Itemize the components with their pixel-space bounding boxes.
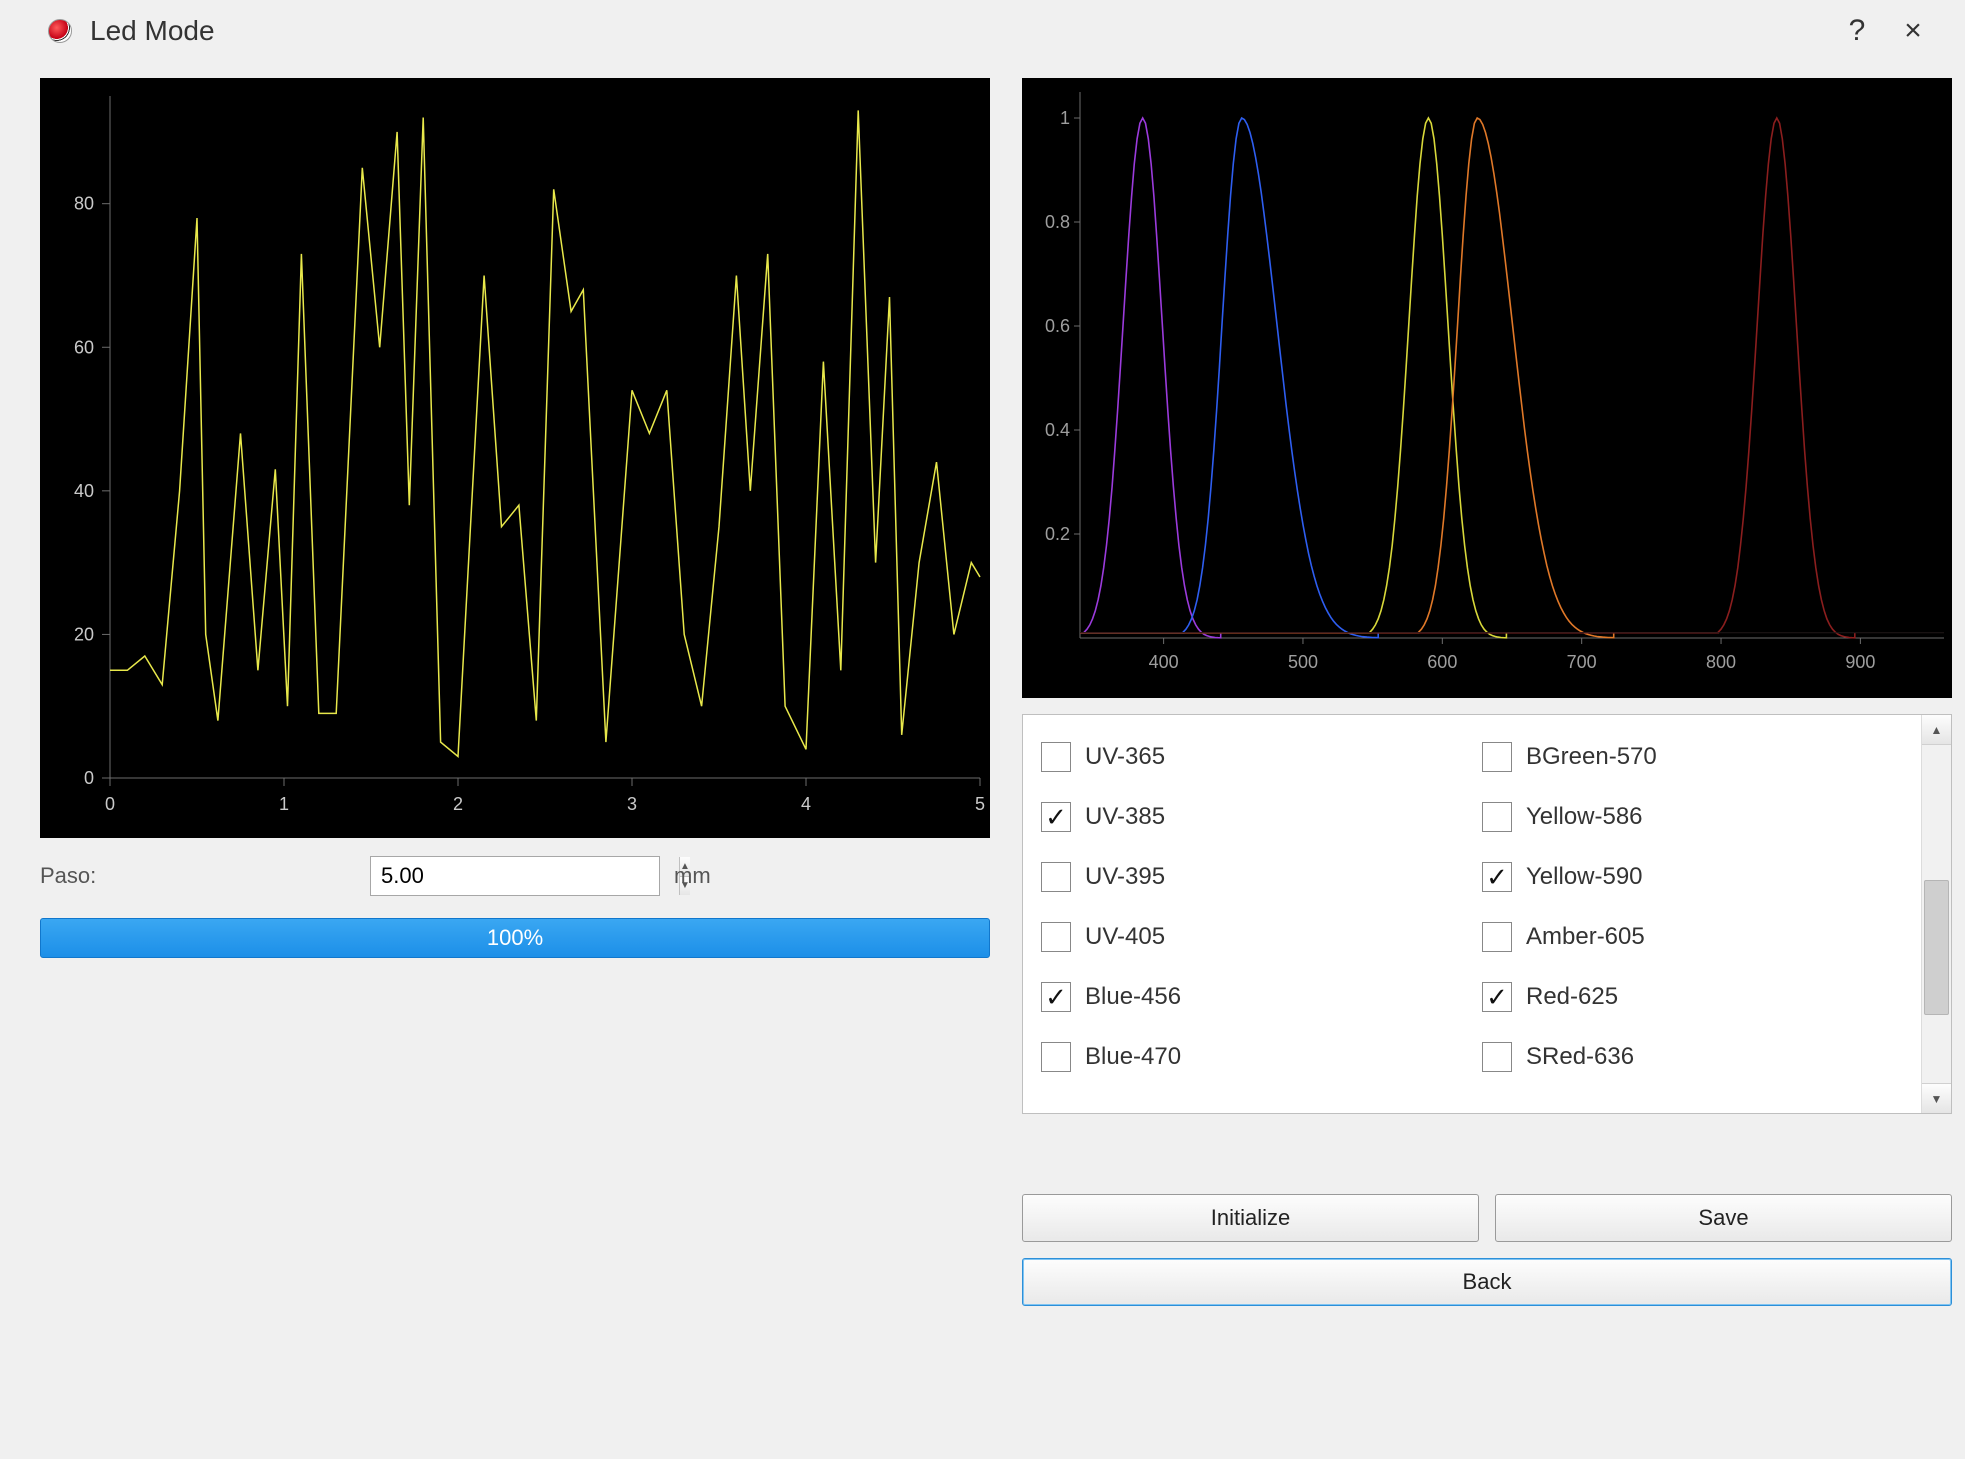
led-option-label: Yellow-586 <box>1526 803 1643 831</box>
initialize-button[interactable]: Initialize <box>1022 1194 1479 1242</box>
svg-text:80: 80 <box>74 194 94 214</box>
measurement-chart: 0 20 40 60 80 0 1 2 3 4 5 <box>40 78 990 838</box>
save-button[interactable]: Save <box>1495 1194 1952 1242</box>
checkbox-icon[interactable] <box>1482 742 1512 772</box>
led-option-label: Amber-605 <box>1526 923 1645 951</box>
svg-text:0.8: 0.8 <box>1045 212 1070 232</box>
led-option-label: UV-385 <box>1085 803 1165 831</box>
led-option-label: UV-365 <box>1085 743 1165 771</box>
led-list-scrollbar[interactable]: ▲ ▼ <box>1921 715 1951 1113</box>
svg-text:60: 60 <box>74 337 94 357</box>
checkbox-icon[interactable] <box>1041 1042 1071 1072</box>
svg-text:5: 5 <box>975 794 985 814</box>
led-option-blue-470[interactable]: Blue-470 <box>1041 1027 1472 1087</box>
checkbox-icon[interactable] <box>1041 802 1071 832</box>
svg-text:40: 40 <box>74 481 94 501</box>
checkbox-icon[interactable] <box>1482 802 1512 832</box>
scroll-down-icon[interactable]: ▼ <box>1922 1083 1951 1113</box>
led-option-label: Blue-456 <box>1085 983 1181 1011</box>
svg-text:0.2: 0.2 <box>1045 524 1070 544</box>
checkbox-icon[interactable] <box>1041 742 1071 772</box>
led-option-label: Yellow-590 <box>1526 863 1643 891</box>
titlebar: Led Mode ? × <box>0 0 1965 58</box>
checkbox-icon[interactable] <box>1041 922 1071 952</box>
led-list: UV-365 BGreen-570 UV-385 Yellow-586 UV-395 Ye… <box>1022 714 1952 1114</box>
scroll-thumb[interactable] <box>1924 880 1949 1015</box>
progress-bar: 100% <box>40 918 990 958</box>
led-option-uv-385[interactable]: UV-385 <box>1041 787 1472 847</box>
led-option-uv-405[interactable]: UV-405 <box>1041 907 1472 967</box>
spectrum-chart: 0.2 0.4 0.6 0.8 1 400 500 600 700 800 900 <box>1022 78 1952 698</box>
svg-text:500: 500 <box>1288 652 1318 672</box>
led-option-amber-605[interactable]: Amber-605 <box>1482 907 1913 967</box>
back-button[interactable]: Back <box>1022 1258 1952 1306</box>
led-mode-window: Led Mode ? × 020406080012345 Paso: ▲ ▼ m… <box>0 0 1965 1346</box>
scroll-track[interactable] <box>1922 745 1951 1083</box>
paso-unit: mm <box>674 863 711 889</box>
led-option-label: UV-395 <box>1085 863 1165 891</box>
app-icon <box>48 19 72 43</box>
led-option-label: SRed-636 <box>1526 1043 1634 1071</box>
checkbox-icon[interactable] <box>1041 862 1071 892</box>
svg-text:3: 3 <box>627 794 637 814</box>
svg-text:700: 700 <box>1567 652 1597 672</box>
checkbox-icon[interactable] <box>1482 922 1512 952</box>
svg-text:1: 1 <box>1060 108 1070 128</box>
svg-text:400: 400 <box>1149 652 1179 672</box>
led-option-yellow-590[interactable]: Yellow-590 <box>1482 847 1913 907</box>
close-button[interactable]: × <box>1885 14 1941 48</box>
checkbox-icon[interactable] <box>1041 982 1071 1012</box>
led-option-blue-456[interactable]: Blue-456 <box>1041 967 1472 1027</box>
paso-input[interactable] <box>371 857 679 895</box>
svg-text:4: 4 <box>801 794 811 814</box>
led-option-label: BGreen-570 <box>1526 743 1657 771</box>
led-option-red-625[interactable]: Red-625 <box>1482 967 1913 1027</box>
window-title: Led Mode <box>90 15 1829 47</box>
svg-text:900: 900 <box>1845 652 1875 672</box>
scroll-up-icon[interactable]: ▲ <box>1922 715 1951 745</box>
led-option-label: Red-625 <box>1526 983 1618 1011</box>
svg-text:0: 0 <box>105 794 115 814</box>
help-button[interactable]: ? <box>1829 14 1885 48</box>
led-option-bgreen-570[interactable]: BGreen-570 <box>1482 727 1913 787</box>
led-option-label: UV-405 <box>1085 923 1165 951</box>
svg-text:0.6: 0.6 <box>1045 316 1070 336</box>
checkbox-icon[interactable] <box>1482 982 1512 1012</box>
paso-label: Paso: <box>40 863 370 889</box>
checkbox-icon[interactable] <box>1482 1042 1512 1072</box>
svg-text:1: 1 <box>279 794 289 814</box>
progress-label: 100% <box>487 925 543 951</box>
svg-text:0.4: 0.4 <box>1045 420 1070 440</box>
svg-text:800: 800 <box>1706 652 1736 672</box>
led-option-uv-395[interactable]: UV-395 <box>1041 847 1472 907</box>
led-option-sred-636[interactable]: SRed-636 <box>1482 1027 1913 1087</box>
svg-text:2: 2 <box>453 794 463 814</box>
checkbox-icon[interactable] <box>1482 862 1512 892</box>
svg-text:0: 0 <box>84 768 94 788</box>
led-option-uv-365[interactable]: UV-365 <box>1041 727 1472 787</box>
paso-spinbox[interactable]: ▲ ▼ <box>370 856 660 896</box>
svg-text:20: 20 <box>74 624 94 644</box>
svg-text:600: 600 <box>1427 652 1457 672</box>
led-option-yellow-586[interactable]: Yellow-586 <box>1482 787 1913 847</box>
led-option-label: Blue-470 <box>1085 1043 1181 1071</box>
